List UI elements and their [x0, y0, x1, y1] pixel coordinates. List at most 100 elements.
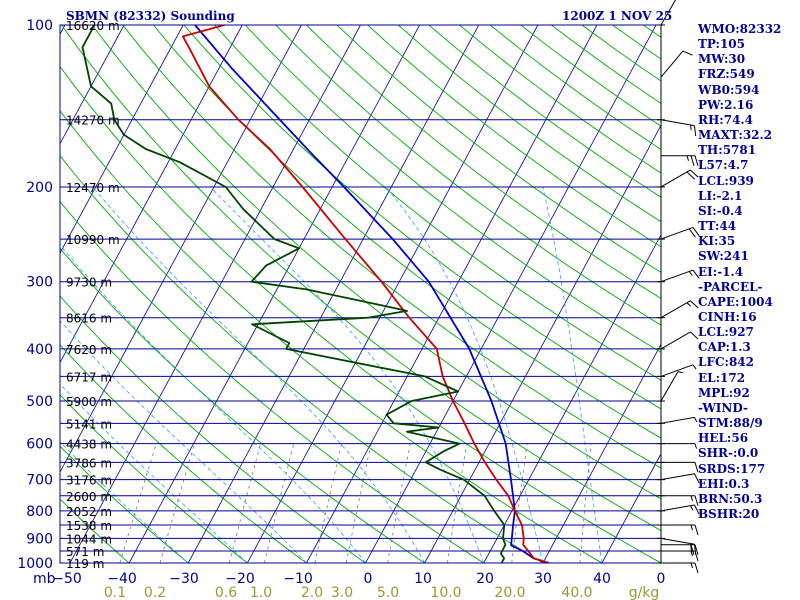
- height-label: 6717 m: [66, 370, 112, 384]
- pressure-tick-label: 800: [26, 504, 53, 520]
- wind-barb: [661, 562, 699, 574]
- height-label: 16620 m: [66, 19, 120, 33]
- pressure-tick-label: 100: [26, 18, 53, 34]
- wind-barb-staff: [660, 300, 691, 319]
- mixing-ratio-label: 10.0: [430, 585, 461, 600]
- wind-barb-half-flag: [686, 155, 689, 161]
- isotherm-line: [128, 25, 420, 563]
- wind-barb-half-flag: [690, 495, 693, 501]
- isotherm-line: [365, 25, 657, 563]
- wind-barb: [661, 461, 699, 473]
- wind-barb-staff: [660, 269, 694, 283]
- wind-barb-flag: [690, 169, 699, 178]
- wind-barb: [660, 300, 699, 319]
- isotherm-line: [246, 25, 539, 563]
- moist-adiabat-line: [542, 186, 603, 563]
- mixing-ratio-label: 2.0: [301, 585, 323, 600]
- temp-tick-label: −20: [225, 571, 255, 587]
- height-label: 2052 m: [66, 505, 112, 519]
- station-title: SBMN (82332) Sounding: [66, 9, 235, 23]
- temp-tick-label: −30: [169, 571, 199, 587]
- dry-adiabat-line: [91, 25, 661, 500]
- index-item: SHR-:0.0: [698, 446, 759, 461]
- wind-barb-flag: [690, 155, 695, 166]
- mixing-ratio-line: [159, 443, 195, 563]
- dry-adiabat-line: [60, 110, 603, 563]
- dry-adiabat-line: [152, 25, 661, 439]
- pressure-tick-label: 600: [26, 437, 53, 453]
- index-item: CAP:1.3: [698, 340, 751, 355]
- wind-barb: [660, 504, 700, 515]
- index-item: LI:-2.1: [698, 188, 743, 203]
- mixing-ratio-label: 0.2: [144, 585, 166, 600]
- index-item: EI:-1.4: [698, 264, 744, 279]
- wind-barb-half-flag: [694, 417, 698, 423]
- wind-barb-flag: [692, 227, 700, 237]
- height-label: 12470 m: [66, 181, 120, 195]
- wind-barb-staff: [660, 371, 679, 402]
- dry-adiabat-line: [275, 25, 661, 326]
- height-label: 3176 m: [66, 474, 112, 488]
- index-item: -PARCEL-: [698, 279, 763, 294]
- wind-barb-flag: [690, 544, 695, 555]
- wind-barb-half-flag: [690, 505, 694, 511]
- mixing-ratio-line: [263, 443, 295, 563]
- dry-adiabat-line: [122, 25, 661, 469]
- wind-barb-staff: [660, 537, 695, 545]
- wind-barb: [661, 443, 697, 449]
- height-label: 8616 m: [66, 312, 112, 326]
- height-label: 119 m: [66, 557, 104, 571]
- wind-barb-flag: [690, 331, 699, 340]
- index-item: LCL:939: [698, 173, 754, 188]
- height-label: 3786 m: [66, 456, 112, 470]
- isotherm-line: [60, 25, 243, 364]
- index-item: EL:172: [698, 370, 746, 385]
- isotherm-line: [0, 25, 6, 563]
- wind-barb-staff: [660, 50, 684, 78]
- index-item: BSHR:20: [698, 507, 760, 521]
- isotherm-line: [69, 25, 361, 563]
- height-label: 571 m: [66, 545, 104, 559]
- wind-barb-flag: [694, 462, 699, 473]
- index-item: STM:88/9: [698, 416, 763, 431]
- wind-barb: [660, 364, 697, 377]
- wind-barb-half-flag: [688, 271, 693, 276]
- wind-barb-staff: [660, 119, 695, 127]
- index-item: EHI:0.3: [698, 476, 750, 491]
- index-item: PW:2.16: [698, 97, 754, 112]
- wind-barb: [661, 495, 699, 506]
- dry-adiabat-line: [60, 498, 130, 563]
- index-item: TH:5781: [698, 143, 757, 158]
- wind-barb-flag: [690, 543, 693, 555]
- mixing-ratio-label: 0.6: [215, 585, 237, 600]
- index-item: BRN:50.3: [698, 491, 763, 506]
- pressure-tick-label: 1000: [17, 556, 53, 572]
- height-label: 9730 m: [66, 276, 112, 290]
- dry-adiabat-line: [244, 25, 661, 353]
- index-item: MPL:92: [698, 385, 750, 400]
- wind-barb: [660, 0, 677, 26]
- pressure-tick-label: 300: [26, 275, 53, 291]
- dry-adiabat-line: [60, 155, 544, 563]
- wind-barb-flag: [682, 50, 693, 56]
- wind-barb-flag: [694, 544, 699, 555]
- wind-barb: [660, 226, 700, 240]
- wind-barb: [660, 269, 700, 283]
- index-item: TT:44: [698, 219, 737, 234]
- wind-barb-half-flag: [686, 302, 692, 307]
- wind-barb-flag: [694, 504, 700, 515]
- isotherm-line: [187, 25, 480, 563]
- mixing-ratio-line: [447, 443, 468, 563]
- height-label: 5141 m: [66, 417, 112, 431]
- index-item: WB0:594: [698, 82, 760, 97]
- pressure-unit-label: mb: [33, 571, 56, 587]
- wind-barb: [660, 473, 700, 484]
- temp-tick-label: 40: [593, 571, 611, 587]
- mixing-ratio-line: [387, 443, 411, 563]
- dry-adiabat-line: [306, 25, 661, 299]
- isotherm-line: [60, 25, 125, 145]
- wind-barb: [660, 50, 693, 78]
- isotherm-line: [306, 25, 598, 563]
- height-label: 1044 m: [66, 532, 112, 546]
- index-item: SI:-0.4: [698, 203, 743, 218]
